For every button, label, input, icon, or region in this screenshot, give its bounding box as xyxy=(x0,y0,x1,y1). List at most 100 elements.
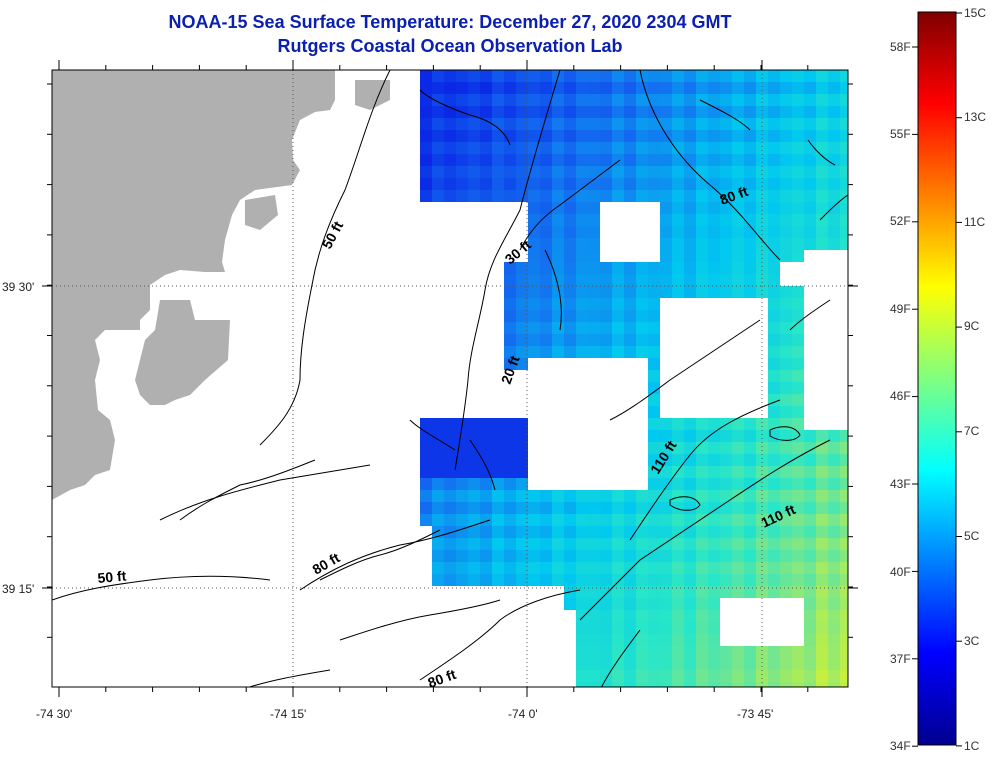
sst-pixel xyxy=(672,106,684,118)
sst-pixel xyxy=(552,214,564,226)
sst-pixel xyxy=(504,454,516,466)
sst-pixel xyxy=(780,346,792,358)
sst-pixel xyxy=(720,562,732,574)
sst-pixel xyxy=(684,454,696,466)
sst-pixel xyxy=(540,322,552,334)
sst-pixel xyxy=(816,574,828,586)
sst-pixel xyxy=(516,526,528,538)
sst-pixel xyxy=(516,154,528,166)
sst-pixel xyxy=(780,658,792,670)
sst-pixel xyxy=(684,622,696,634)
sst-pixel xyxy=(588,190,600,202)
sst-pixel xyxy=(564,322,576,334)
sst-pixel xyxy=(576,670,588,682)
sst-pixel xyxy=(588,658,600,670)
sst-pixel xyxy=(732,82,744,94)
sst-pixel xyxy=(612,322,624,334)
sst-pixel xyxy=(420,118,432,130)
sst-pixel xyxy=(528,574,540,586)
sst-pixel xyxy=(612,346,624,358)
sst-pixel xyxy=(780,82,792,94)
sst-pixel xyxy=(552,574,564,586)
sst-pixel xyxy=(648,430,660,442)
colorbar-c-label: 9C xyxy=(964,319,980,333)
colorbar-f-label: 55F xyxy=(890,127,911,141)
sst-pixel xyxy=(756,502,768,514)
sst-pixel xyxy=(444,430,456,442)
sst-pixel xyxy=(720,202,732,214)
sst-pixel xyxy=(564,346,576,358)
sst-pixel xyxy=(564,214,576,226)
sst-pixel xyxy=(420,418,432,430)
sst-pixel xyxy=(660,442,672,454)
sst-pixel xyxy=(516,358,528,370)
sst-pixel xyxy=(552,190,564,202)
colorbar-f-label: 58F xyxy=(890,40,911,54)
sst-pixel xyxy=(768,94,780,106)
sst-pixel xyxy=(480,490,492,502)
sst-pixel xyxy=(660,574,672,586)
sst-pixel xyxy=(792,418,804,430)
sst-pixel xyxy=(684,646,696,658)
sst-pixel xyxy=(708,526,720,538)
sst-pixel xyxy=(744,514,756,526)
sst-pixel xyxy=(576,262,588,274)
sst-pixel xyxy=(504,190,516,202)
sst-pixel xyxy=(672,586,684,598)
sst-pixel xyxy=(696,442,708,454)
sst-pixel xyxy=(672,178,684,190)
sst-pixel xyxy=(540,574,552,586)
sst-pixel xyxy=(504,442,516,454)
sst-pixel xyxy=(528,202,540,214)
sst-pixel xyxy=(720,142,732,154)
sst-pixel xyxy=(540,154,552,166)
sst-pixel xyxy=(468,418,480,430)
sst-pixel xyxy=(792,646,804,658)
sst-pixel xyxy=(612,646,624,658)
sst-pixel xyxy=(696,154,708,166)
sst-pixel xyxy=(492,526,504,538)
sst-pixel xyxy=(588,502,600,514)
sst-pixel xyxy=(708,502,720,514)
sst-pixel xyxy=(708,514,720,526)
sst-pixel xyxy=(744,430,756,442)
sst-pixel xyxy=(504,514,516,526)
sst-pixel xyxy=(588,142,600,154)
sst-pixel xyxy=(504,418,516,430)
sst-pixel xyxy=(600,310,612,322)
sst-pixel xyxy=(816,526,828,538)
sst-pixel xyxy=(600,598,612,610)
sst-pixel xyxy=(792,442,804,454)
sst-pixel xyxy=(780,298,792,310)
sst-pixel xyxy=(480,94,492,106)
sst-pixel xyxy=(720,226,732,238)
sst-pixel xyxy=(636,610,648,622)
sst-pixel xyxy=(720,670,732,682)
sst-pixel xyxy=(528,502,540,514)
sst-pixel xyxy=(492,574,504,586)
sst-pixel xyxy=(732,454,744,466)
sst-pixel xyxy=(804,550,816,562)
sst-pixel xyxy=(624,106,636,118)
sst-pixel xyxy=(588,70,600,82)
sst-pixel xyxy=(804,154,816,166)
sst-pixel xyxy=(480,514,492,526)
sst-pixel xyxy=(840,514,848,526)
sst-pixel xyxy=(492,178,504,190)
sst-pixel xyxy=(840,622,848,634)
sst-pixel xyxy=(648,334,660,346)
sst-pixel xyxy=(768,658,780,670)
sst-pixel xyxy=(720,190,732,202)
sst-pixel xyxy=(456,142,468,154)
sst-pixel xyxy=(672,634,684,646)
sst-pixel xyxy=(588,322,600,334)
sst-pixel xyxy=(576,298,588,310)
sst-pixel xyxy=(708,286,720,298)
sst-pixel xyxy=(648,454,660,466)
sst-pixel xyxy=(600,94,612,106)
sst-pixel xyxy=(696,202,708,214)
sst-pixel xyxy=(564,310,576,322)
sst-pixel xyxy=(828,502,840,514)
sst-pixel xyxy=(588,646,600,658)
sst-pixel xyxy=(684,610,696,622)
